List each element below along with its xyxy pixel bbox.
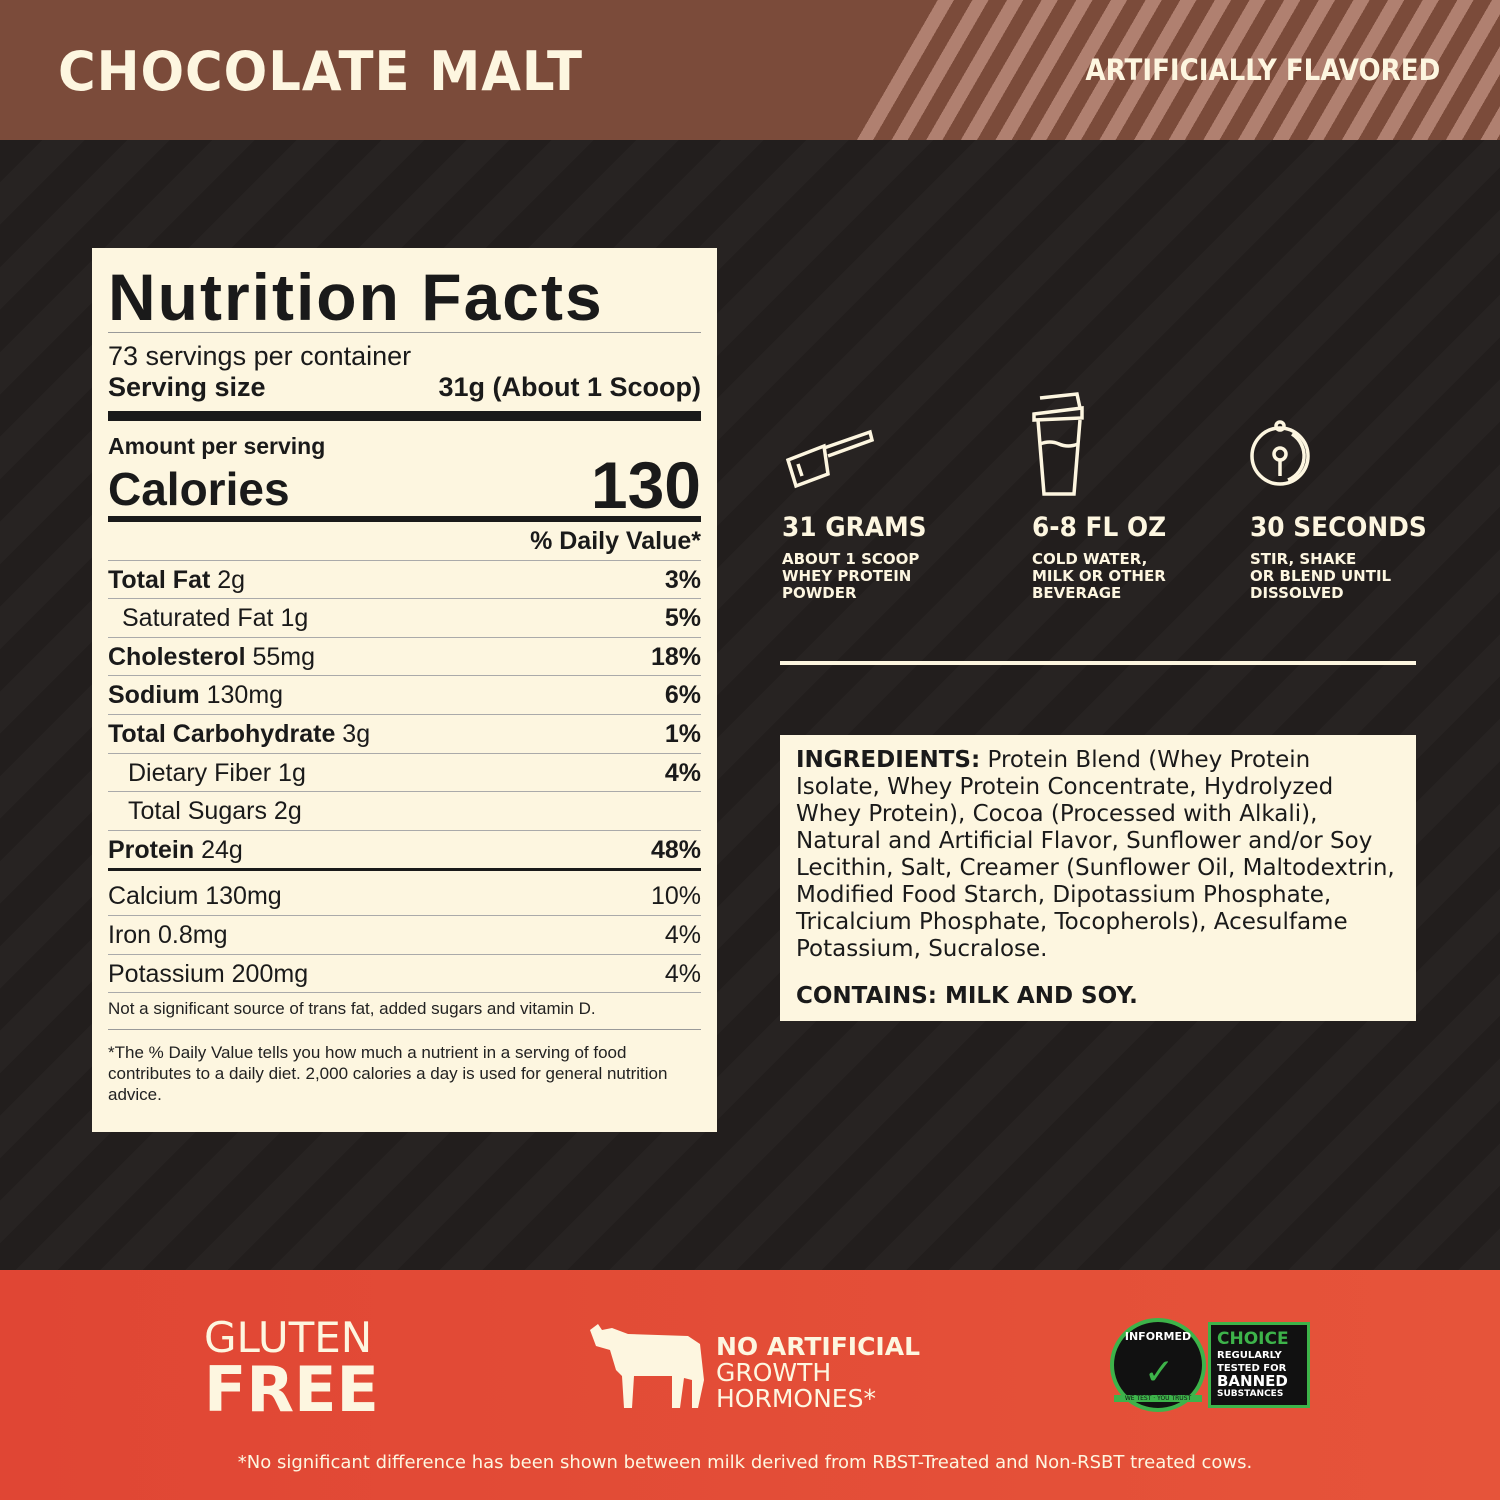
- nutrient-name: Total Sugars: [128, 797, 267, 826]
- nutrient-amount: 3g: [342, 719, 371, 748]
- nutrient-name: Total Fat: [108, 565, 211, 594]
- calories-label: Calories: [108, 463, 290, 515]
- direction-subtitle: STIR, SHAKE OR BLEND UNTIL DISSOLVED: [1250, 550, 1392, 602]
- nutrient-dv: 4%: [664, 758, 701, 787]
- nutrient-row: Sodium 130mg 6%: [108, 676, 701, 715]
- flavor-name: CHOCOLATE MALT: [58, 40, 584, 103]
- gluten-text: GLUTEN: [204, 1313, 373, 1362]
- nutrition-title: Nutrition Facts: [108, 262, 701, 333]
- hormones-line: NO ARTIFICIAL: [716, 1332, 921, 1361]
- no-hormones-badge: NO ARTIFICIAL GROWTH HORMONES*: [588, 1320, 920, 1414]
- mineral-dv: 4%: [664, 920, 701, 949]
- serving-size-value: 31g (About 1 Scoop): [438, 372, 702, 402]
- claims-footer: GLUTEN FREE NO ARTIFICIAL GROWTH HORMONE…: [0, 1270, 1500, 1500]
- informed-ring: INFORMED ✓ WE TEST · YOU TRUST: [1110, 1318, 1206, 1412]
- informed-choice-badge: INFORMED ✓ WE TEST · YOU TRUST CHOICE RE…: [1110, 1318, 1310, 1412]
- banned-text: BANNED: [1217, 1372, 1288, 1390]
- nutrient-name: Cholesterol: [108, 642, 246, 671]
- cow-icon: [590, 1324, 704, 1408]
- nutrient-row: Dietary Fiber 1g 4%: [108, 754, 701, 793]
- stripe-pattern: [850, 0, 1500, 140]
- nutrient-dv: 5%: [664, 604, 701, 633]
- nutrient-dv: 3%: [664, 565, 701, 594]
- nutrient-amount: 2g: [217, 565, 246, 594]
- informed-slogan: WE TEST · YOU TRUST: [1114, 1395, 1202, 1402]
- informed-text: INFORMED: [1124, 1330, 1192, 1343]
- shaker-icon: [1032, 392, 1084, 496]
- flavor-note: ARTIFICIALLY FLAVORED: [1085, 53, 1440, 87]
- nutrient-row: Total Carbohydrate 3g 1%: [108, 715, 701, 754]
- nutrient-amount: 1g: [280, 604, 309, 633]
- direction-title: 6-8 FL OZ: [1032, 512, 1167, 543]
- direction-subtitle: COLD WATER, MILK OR OTHER BEVERAGE: [1032, 550, 1166, 602]
- nutrient-amount: 55mg: [252, 642, 316, 671]
- nutrient-name: Sodium: [108, 681, 200, 710]
- nutrition-facts-panel: Nutrition Facts 73 servings per containe…: [92, 248, 717, 1132]
- divider: [780, 661, 1416, 665]
- mineral-row: Iron 0.8mg 4%: [108, 916, 701, 955]
- direction-title: 30 SECONDS: [1250, 512, 1427, 543]
- nutrient-row: Total Sugars 2g: [108, 792, 701, 831]
- nutrient-amount: 2g: [273, 797, 302, 826]
- mineral-dv: 10%: [650, 882, 701, 911]
- nutrient-name: Total Carbohydrate: [108, 719, 336, 748]
- flavor-header: CHOCOLATE MALT ARTIFICIALLY FLAVORED: [0, 0, 1500, 140]
- nutrient-name: Protein: [108, 835, 195, 864]
- substances-text: SUBSTANCES: [1217, 1389, 1284, 1399]
- free-text: FREE: [204, 1353, 379, 1426]
- mineral-name: Calcium 130mg: [108, 882, 282, 911]
- direction-subtitle: ABOUT 1 SCOOP WHEY PROTEIN POWDER: [782, 550, 920, 602]
- nutrient-amount: 130mg: [206, 681, 284, 710]
- calories-value: 130: [590, 448, 701, 522]
- nutrient-row: Saturated Fat 1g 5%: [108, 599, 701, 638]
- servings: 73 servings per container: [108, 341, 412, 371]
- nutrition-note: Not a significant source of trans fat, a…: [108, 993, 701, 1031]
- gluten-free-badge: GLUTEN FREE: [204, 1313, 379, 1426]
- nutrient-name: Saturated Fat: [122, 604, 274, 633]
- allergen-statement: CONTAINS: MILK AND SOY.: [796, 983, 1138, 1009]
- nutrient-dv: 48%: [650, 835, 701, 864]
- direction-shaker: 6-8 FL OZ COLD WATER, MILK OR OTHER BEVE…: [1032, 390, 1232, 602]
- mineral-name: Iron 0.8mg: [108, 920, 228, 949]
- choice-text: CHOICE: [1217, 1329, 1289, 1349]
- nutrient-row: Protein 24g 48%: [108, 831, 701, 870]
- nutrient-amount: 24g: [201, 835, 243, 864]
- nutrient-dv: 18%: [650, 642, 701, 671]
- daily-value-footnote: *The % Daily Value tells you how much a …: [108, 1043, 668, 1105]
- scoop-icon: [785, 429, 875, 489]
- mineral-dv: 4%: [664, 959, 701, 988]
- direction-scoop: 31 GRAMS ABOUT 1 SCOOP WHEY PROTEIN POWD…: [782, 390, 982, 602]
- amount-per-serving: Amount per serving: [108, 433, 326, 459]
- hormones-line: GROWTH: [716, 1358, 832, 1387]
- dv-header: % Daily Value*: [530, 527, 701, 555]
- nutrient-row: Cholesterol 55mg 18%: [108, 638, 701, 677]
- mineral-row: Potassium 200mg 4%: [108, 955, 701, 994]
- ingredients-label: INGREDIENTS:: [796, 747, 981, 773]
- direction-timer: 30 SECONDS STIR, SHAKE OR BLEND UNTIL DI…: [1250, 390, 1450, 602]
- serving-size-label: Serving size: [108, 372, 266, 402]
- nutrient-amount: 1g: [278, 758, 306, 787]
- hormones-line: HORMONES*: [716, 1384, 876, 1413]
- disclaimer: *No significant difference has been show…: [237, 1452, 1253, 1473]
- nutrient-name: Dietary Fiber: [128, 758, 272, 787]
- mineral-name: Potassium 200mg: [108, 959, 309, 988]
- nutrient-dv: 1%: [664, 719, 701, 748]
- nutrient-row: Total Fat 2g 3%: [108, 561, 701, 600]
- tested-text: REGULARLY TESTED FOR: [1217, 1350, 1287, 1374]
- ingredients-panel: INGREDIENTS: Protein Blend (Whey Protein…: [780, 735, 1416, 1021]
- ingredients-text: Protein Blend (Whey Protein Isolate, Whe…: [796, 747, 1395, 962]
- checkmark-icon: ✓: [1144, 1352, 1175, 1393]
- timer-icon: [1250, 420, 1310, 486]
- mineral-row: Calcium 130mg 10%: [108, 877, 701, 916]
- nutrient-dv: 6%: [664, 681, 701, 710]
- direction-title: 31 GRAMS: [782, 512, 927, 543]
